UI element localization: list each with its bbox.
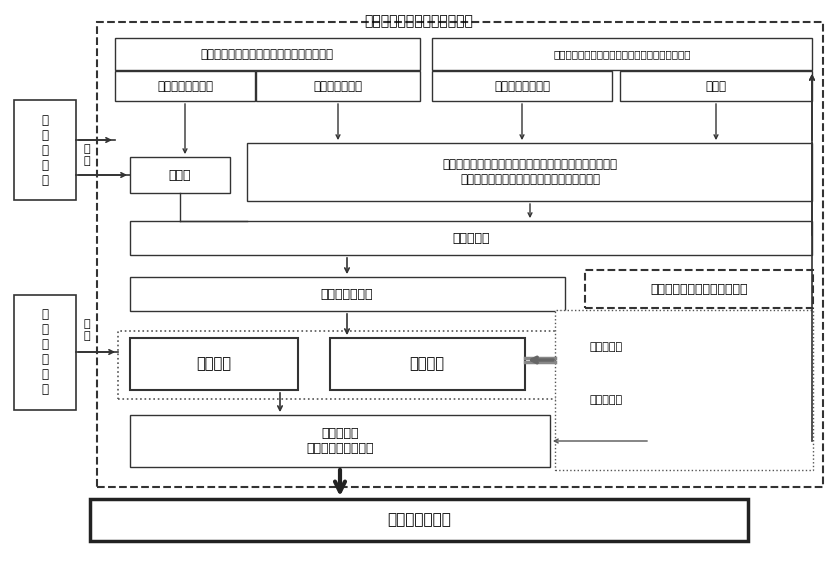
- Text: その他: その他: [706, 80, 727, 93]
- Text: 協議・付議: 協議・付議: [590, 342, 623, 352]
- Bar: [115, 38, 420, 70]
- Bar: [130, 157, 230, 193]
- Bar: [130, 338, 298, 390]
- Bar: [130, 277, 565, 311]
- Text: 代表取締役社長: 代表取締役社長: [321, 287, 373, 300]
- Bar: [585, 270, 813, 308]
- Text: 会
計
監
査
人: 会 計 監 査 人: [42, 114, 49, 186]
- Text: 経理部: 経理部: [168, 169, 191, 182]
- Text: ディスクロージャーポリシー: ディスクロージャーポリシー: [650, 282, 747, 295]
- Bar: [432, 38, 812, 70]
- Text: 監
査: 監 査: [84, 319, 91, 341]
- Text: 取締役会: 取締役会: [410, 357, 444, 371]
- Text: 審議・決定: 審議・決定: [590, 395, 623, 405]
- Text: 各担当役員
（情報開示責任者）: 各担当役員 （情報開示責任者）: [306, 427, 374, 455]
- Bar: [130, 415, 550, 467]
- Bar: [555, 310, 813, 470]
- Text: 取締役会付議事項: 取締役会付議事項: [494, 80, 550, 93]
- Bar: [330, 338, 525, 390]
- Text: 各担当役員: 各担当役員: [453, 232, 489, 244]
- Text: 監
査: 監 査: [84, 144, 91, 166]
- Text: コーポレートコミュニケーション部、秘書室、経理部、
財務企画部、経営企画部など情報の所管部門: コーポレートコミュニケーション部、秘書室、経理部、 財務企画部、経営企画部など情…: [442, 158, 618, 186]
- Bar: [256, 71, 420, 101]
- Text: 重要事項・事実: 重要事項・事実: [313, 80, 363, 93]
- Bar: [620, 71, 812, 101]
- Text: その他の有用な情報（グループ各社の情報含む）: その他の有用な情報（グループ各社の情報含む）: [553, 49, 691, 59]
- Text: 法令・規則に基づき開示を要求される情報: 法令・規則に基づき開示を要求される情報: [200, 48, 334, 61]
- Text: 経営会議: 経営会議: [196, 357, 231, 371]
- Bar: [14, 295, 76, 410]
- Bar: [118, 331, 563, 399]
- Text: 図　情報開示に関する体制図: 図 情報開示に関する体制図: [365, 14, 473, 28]
- Bar: [130, 221, 812, 255]
- Bar: [432, 71, 612, 101]
- Bar: [97, 22, 823, 487]
- Bar: [14, 100, 76, 200]
- Bar: [115, 71, 255, 101]
- Bar: [90, 499, 748, 541]
- Text: 監
査
等
委
員
会: 監 査 等 委 員 会: [42, 308, 49, 396]
- Bar: [247, 143, 812, 201]
- Text: 会社情報の開示: 会社情報の開示: [387, 512, 451, 528]
- Text: 決算に関する情報: 決算に関する情報: [157, 80, 213, 93]
